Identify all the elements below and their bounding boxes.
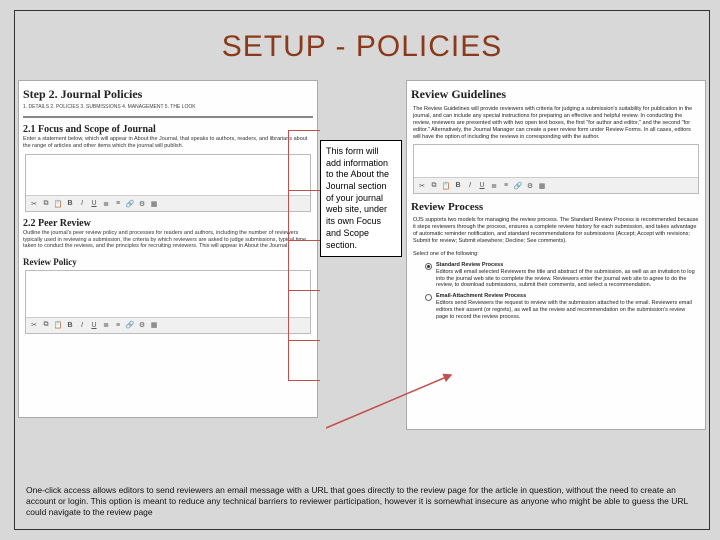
html-icon[interactable]: ⚙ [137,199,147,209]
list-icon[interactable]: ≣ [489,181,499,191]
guidelines-editor[interactable]: ✂ ⧉ 📋 B I U ≣ ≡ 🔗 ⚙ ▦ [413,144,699,194]
list-icon[interactable]: ≣ [101,320,111,330]
step-heading: Step 2. Journal Policies [19,81,317,104]
review-guidelines-blurb: The Review Guidelines will provide revie… [407,104,705,142]
review-policy-heading: Review Policy [19,253,317,268]
radio-icon[interactable] [425,263,432,270]
paste-icon[interactable]: 📋 [53,199,63,209]
copy-icon[interactable]: ⧉ [41,199,51,209]
option-email-attachment[interactable]: Email-Attachment Review Process Editors … [407,291,705,323]
option-title: Standard Review Process [436,262,503,268]
review-policy-editor[interactable]: ✂ ⧉ 📋 B I U ≣ ≡ 🔗 ⚙ ▦ [25,270,311,334]
annotation-arrow [326,370,456,430]
review-guidelines-heading: Review Guidelines [407,81,705,104]
italic-icon[interactable]: I [465,181,475,191]
copy-icon[interactable]: ⧉ [41,320,51,330]
option-text: Standard Review Process Editors will ema… [436,262,695,290]
html-icon[interactable]: ⚙ [137,320,147,330]
annotation-line [288,130,320,131]
radio-icon[interactable] [425,294,432,301]
bold-icon[interactable]: B [453,181,463,191]
footer-note: One-click access allows editors to send … [26,485,698,518]
review-process-blurb: OJS supports two models for managing the… [407,215,705,247]
cut-icon[interactable]: ✂ [417,181,427,191]
html-icon[interactable]: ⚙ [525,181,535,191]
list-icon[interactable]: ≣ [101,199,111,209]
annotation-line [288,130,289,380]
image-icon[interactable]: ▦ [149,199,159,209]
section-2-1-blurb: Enter a statement below, which will appe… [19,136,317,152]
section-2-2-heading: 2.2 Peer Review [19,214,317,230]
section-2-1-heading: 2.1 Focus and Scope of Journal [19,120,317,136]
focus-scope-editor[interactable]: ✂ ⧉ 📋 B I U ≣ ≡ 🔗 ⚙ ▦ [25,154,311,212]
numlist-icon[interactable]: ≡ [113,320,123,330]
numlist-icon[interactable]: ≡ [113,199,123,209]
copy-icon[interactable]: ⧉ [429,181,439,191]
editor-toolbar: ✂ ⧉ 📋 B I U ≣ ≡ 🔗 ⚙ ▦ [26,195,310,211]
divider [23,116,313,118]
editor-toolbar: ✂ ⧉ 📋 B I U ≣ ≡ 🔗 ⚙ ▦ [26,317,310,333]
link-icon[interactable]: 🔗 [125,199,135,209]
slide-title: SETUP - POLICIES [18,30,706,64]
option-text: Email-Attachment Review Process Editors … [436,293,695,321]
paste-icon[interactable]: 📋 [441,181,451,191]
option-title: Email-Attachment Review Process [436,293,526,299]
annotation-line [288,380,320,381]
bold-icon[interactable]: B [65,199,75,209]
cut-icon[interactable]: ✂ [29,199,39,209]
underline-icon[interactable]: U [89,320,99,330]
option-standard-review[interactable]: Standard Review Process Editors will ema… [407,260,705,292]
cut-icon[interactable]: ✂ [29,320,39,330]
underline-icon[interactable]: U [89,199,99,209]
option-body: Editors will email selected Reviewers th… [436,269,695,289]
numlist-icon[interactable]: ≡ [501,181,511,191]
slide-inner: SETUP - POLICIES Step 2. Journal Policie… [18,14,706,526]
italic-icon[interactable]: I [77,199,87,209]
paste-icon[interactable]: 📋 [53,320,63,330]
annotation-line [288,340,320,341]
underline-icon[interactable]: U [477,181,487,191]
section-2-2-blurb: Outline the journal's peer review policy… [19,230,317,253]
content-area: Step 2. Journal Policies 1. DETAILS 2. P… [18,80,706,440]
image-icon[interactable]: ▦ [149,320,159,330]
select-one-label: Select one of the following: [407,247,705,260]
annotation-line [288,190,320,191]
left-screenshot-panel: Step 2. Journal Policies 1. DETAILS 2. P… [18,80,318,418]
review-process-heading: Review Process [407,196,705,215]
image-icon[interactable]: ▦ [537,181,547,191]
editor-toolbar: ✂ ⧉ 📋 B I U ≣ ≡ 🔗 ⚙ ▦ [414,177,698,193]
option-body: Editors send Reviewers the request to re… [436,300,692,320]
bold-icon[interactable]: B [65,320,75,330]
step-tabs: 1. DETAILS 2. POLICIES 3. SUBMISSIONS 4.… [19,104,317,114]
callout-box: This form will add information to the Ab… [320,140,402,257]
link-icon[interactable]: 🔗 [125,320,135,330]
italic-icon[interactable]: I [77,320,87,330]
slide-frame: SETUP - POLICIES Step 2. Journal Policie… [14,10,710,530]
link-icon[interactable]: 🔗 [513,181,523,191]
annotation-line [288,240,320,241]
annotation-line [288,290,320,291]
